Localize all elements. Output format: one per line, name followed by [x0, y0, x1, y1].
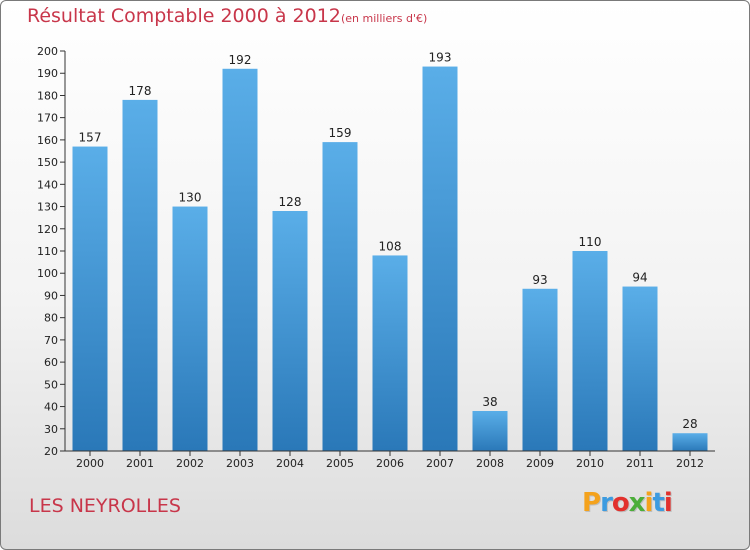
chart-title: Résultat Comptable 2000 à 2012	[27, 5, 341, 27]
logo-letter: o	[611, 488, 630, 518]
commune-name: LES NEYROLLES	[29, 495, 181, 517]
bar	[272, 211, 308, 451]
x-tick-label: 2005	[326, 457, 354, 470]
x-tick-label: 2002	[176, 457, 204, 470]
x-tick-label: 2007	[426, 457, 454, 470]
bar	[122, 99, 158, 451]
logo-letter: i	[663, 488, 673, 518]
x-tick-label: 2000	[76, 457, 104, 470]
chart-subtitle: (en milliers d'€)	[341, 12, 428, 25]
y-tick-label: 140	[37, 178, 58, 191]
logo-letter: i	[644, 488, 654, 518]
y-tick-label: 190	[37, 67, 58, 80]
y-tick-label: 130	[37, 201, 58, 214]
y-tick-label: 40	[44, 401, 58, 414]
bar	[622, 286, 658, 451]
logo-letter: r	[600, 488, 613, 518]
x-tick-label: 2010	[576, 457, 604, 470]
bar	[172, 206, 208, 451]
bar	[222, 68, 258, 452]
bar	[422, 66, 458, 452]
bar-value-label: 94	[632, 271, 647, 285]
x-tick-label: 2009	[526, 457, 554, 470]
bar-value-label: 130	[179, 191, 202, 205]
y-tick-label: 30	[44, 423, 58, 436]
bar	[522, 288, 558, 451]
x-tick-label: 2011	[626, 457, 654, 470]
y-tick-label: 160	[37, 134, 58, 147]
y-tick-label: 150	[37, 156, 58, 169]
y-tick-label: 100	[37, 267, 58, 280]
x-tick-label: 2012	[676, 457, 704, 470]
x-tick-label: 2004	[276, 457, 304, 470]
y-axis: 20 30 40 50 60 70 80 90 100 110 120 130 140 150 160 170…	[37, 45, 66, 458]
bar-value-label: 93	[532, 273, 547, 287]
y-tick-label: 60	[44, 356, 58, 369]
y-tick-label: 200	[37, 45, 58, 58]
y-tick-label: 120	[37, 223, 58, 236]
bar	[72, 146, 108, 452]
bar-value-label: 157	[79, 131, 102, 145]
bar	[672, 433, 708, 451]
y-tick-label: 50	[44, 378, 58, 391]
x-tick-label: 2008	[476, 457, 504, 470]
bar	[372, 255, 408, 451]
x-tick-label: 2003	[226, 457, 254, 470]
bar-value-label: 159	[329, 126, 352, 140]
x-tick-label: 2001	[126, 457, 154, 470]
bar-value-label: 110	[579, 235, 602, 249]
bar-value-label: 193	[429, 51, 452, 65]
logo-letter: P	[582, 488, 601, 518]
y-tick-label: 70	[44, 334, 58, 347]
bar-value-label: 28	[682, 417, 697, 431]
y-tick-label: 80	[44, 312, 58, 325]
bar-value-label: 128	[279, 195, 302, 209]
bars-group: 157 178 130 192 128 159 108 193 38 93 110 94 28	[72, 51, 708, 452]
bar-value-label: 178	[129, 84, 152, 98]
x-tick-label: 2006	[376, 457, 404, 470]
x-axis: 2000 2001 2002 2003 2004 2005 2006 2007 2008 2009…	[65, 450, 715, 470]
y-tick-label: 20	[44, 445, 58, 458]
bar-value-label: 108	[379, 239, 402, 253]
bar-value-label: 192	[229, 53, 252, 67]
bar	[572, 251, 608, 451]
y-tick-label: 110	[37, 245, 58, 258]
y-tick-label: 90	[44, 289, 58, 302]
logo-letter: t	[652, 488, 664, 518]
y-tick-label: 180	[37, 89, 58, 102]
proxiti-logo[interactable]: Proxiti	[582, 488, 673, 518]
bar	[322, 142, 358, 451]
logo-letter: x	[628, 488, 646, 518]
y-tick-label: 170	[37, 112, 58, 125]
bar-value-label: 38	[482, 395, 497, 409]
bar	[472, 411, 508, 451]
